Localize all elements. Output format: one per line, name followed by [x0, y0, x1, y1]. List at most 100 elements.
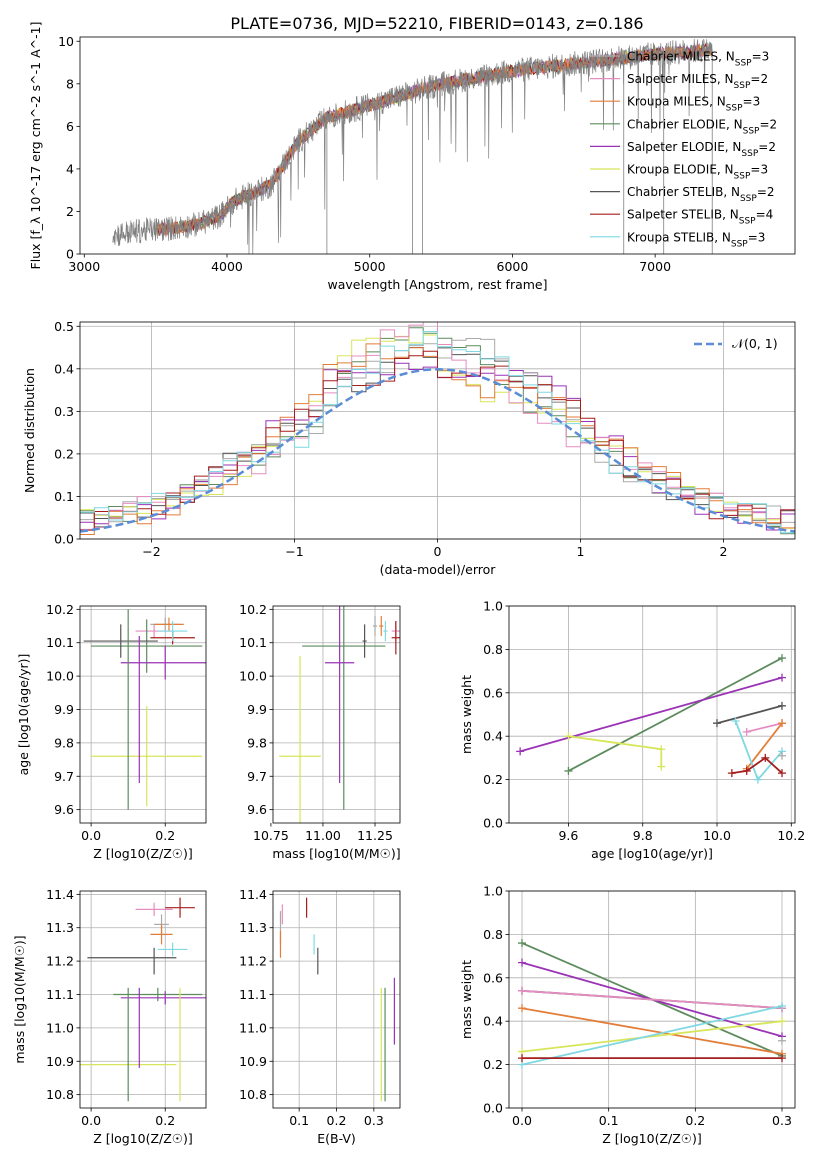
panel-mass_vs_ebv: 0.1 0.2 0.3 10.8 10.9 11.0 11.1 11.2 11.3 11.4 E(B…: [239, 887, 401, 1146]
x-tick-label: 10.75: [253, 828, 289, 843]
legend-nssp-equals: =: [748, 230, 758, 244]
legend-label: Chabrier ELODIE, NSSP=2: [627, 117, 777, 136]
weight-line: [745, 722, 783, 770]
weight-line: [521, 1020, 783, 1053]
y-tick-label: 11.2: [46, 954, 74, 969]
weight-marker: [516, 747, 525, 756]
legend-label: 𝒩(0, 1): [732, 336, 778, 351]
legend-nssp-value: 3: [758, 230, 766, 244]
y-tick-label: 10.9: [239, 1054, 267, 1069]
y-tick-label: 6: [66, 119, 74, 134]
legend-nssp-equals: =: [759, 117, 769, 131]
y-tick-label: 10.0: [239, 669, 267, 684]
y-tick-label: 0: [66, 247, 74, 262]
legend-nssp-value: 2: [760, 72, 768, 86]
x-tick-label: 0.0: [512, 1113, 532, 1128]
y-tick-label: 0.8: [483, 642, 503, 657]
legend-nssp-value: 2: [767, 185, 775, 199]
y-tick-label: 11.3: [46, 920, 74, 935]
plot-area: [112, 38, 713, 254]
weight-marker: [518, 1054, 526, 1063]
x-tick-label: 0.0: [81, 1113, 101, 1128]
x-tick-label: 2: [720, 544, 728, 559]
legend-nssp-equals: =: [757, 185, 767, 199]
weight-marker: [778, 1054, 786, 1063]
plot-area: [83, 609, 206, 810]
y-tick-label: 10.1: [239, 635, 267, 650]
legend-nssp-value: 3: [753, 95, 761, 109]
legend-nssp-value: 4: [766, 208, 774, 222]
legend-nssp-subscript: SSP: [726, 104, 743, 114]
x-tick-label: 0.2: [327, 1113, 347, 1128]
y-axis-label: age [log10(age/yr)]: [16, 654, 31, 776]
weight-line: [716, 704, 783, 725]
panel-mass_vs_Z: 0.0 0.2 10.8 10.9 11.0 11.1 11.2 11.3 11.4 Z [log…: [12, 887, 207, 1146]
legend-nssp-prefix: , N: [714, 230, 731, 244]
legend-model-name: Chabrier STELIB: [627, 185, 723, 199]
x-tick-label: 11.25: [357, 828, 393, 843]
y-tick-label: 0.5: [54, 319, 74, 334]
y-tick-label: 8: [66, 76, 74, 91]
y-tick-label: 11.2: [239, 954, 267, 969]
y-tick-label: 0.4: [54, 361, 74, 376]
x-tick-label: 10.0: [703, 828, 731, 843]
x-tick-label: 0.1: [289, 1113, 309, 1128]
y-tick-label: 9.7: [247, 769, 267, 784]
x-tick-label: 10.2: [777, 828, 805, 843]
weight-marker: [778, 1036, 786, 1045]
x-tick-label: 0.2: [155, 828, 175, 843]
x-tick-label: 1: [577, 544, 585, 559]
weight-line: [521, 989, 783, 1010]
y-tick-label: 0.4: [483, 729, 503, 744]
weight-marker: [727, 769, 736, 778]
y-axis-label: mass weight: [459, 675, 474, 754]
legend-model-name: Chabrier ELODIE: [627, 117, 726, 131]
axes-frame: [79, 890, 207, 1109]
weight-marker: [564, 732, 573, 741]
weight-marker: [518, 1004, 526, 1013]
weight-marker: [713, 719, 721, 728]
x-tick-label: 9.8: [633, 828, 653, 843]
weight-marker: [742, 766, 751, 775]
legend-nssp-subscript: SSP: [739, 217, 756, 227]
gaussian-curve: [80, 368, 795, 533]
y-tick-label: 0.0: [483, 1101, 503, 1116]
plot-area: [516, 654, 786, 784]
y-tick-label: 11.1: [46, 987, 74, 1002]
x-tick-label: 0.3: [364, 1113, 384, 1128]
x-axis-label: wavelength [Angstrom, rest frame]: [327, 277, 547, 292]
legend-nssp-equals: =: [752, 50, 762, 64]
legend-nssp-prefix: , N: [709, 95, 726, 109]
weight-marker: [657, 762, 666, 771]
weight-line: [568, 735, 663, 767]
y-tick-label: 10.0: [46, 669, 74, 684]
legend-label: Chabrier STELIB, NSSP=2: [627, 185, 775, 204]
legend-model-name: Salpeter STELIB: [627, 208, 722, 222]
weight-marker: [778, 673, 786, 682]
axes-frame: [272, 605, 401, 824]
x-tick-label: 0.0: [81, 828, 101, 843]
weight-line: [519, 676, 783, 753]
legend-nssp-prefix: , N: [718, 50, 735, 64]
legend-nssp-equals: =: [756, 208, 766, 222]
legend-label: Kroupa ELODIE, NSSP=3: [627, 163, 768, 182]
observed-spectrum-line: [112, 38, 713, 254]
figure-title: PLATE=0736, MJD=52210, FIBERID=0143, z=0…: [230, 14, 643, 33]
weight-marker: [761, 753, 770, 762]
x-axis-label: (data-model)/error: [380, 562, 497, 577]
y-tick-label: 0.6: [483, 685, 503, 700]
legend-label: Kroupa STELIB, NSSP=3: [627, 230, 765, 249]
weight-marker: [731, 717, 740, 726]
weight-line: [521, 1005, 783, 1066]
x-tick-label: 7000: [639, 259, 671, 274]
y-tick-label: 9.7: [54, 769, 74, 784]
legend-nssp-value: 2: [770, 117, 778, 131]
y-tick-label: 11.4: [46, 887, 74, 902]
legend-model-name: Kroupa ELODIE: [627, 163, 717, 177]
legend: 𝒩(0, 1): [694, 336, 778, 351]
weight-line: [746, 722, 783, 733]
weight-marker: [778, 751, 786, 760]
panel-spectrum: 3000 4000 5000 6000 7000 0 2 4 6 8 10 wavelength [A…: [28, 22, 796, 292]
y-tick-label: 11.0: [46, 1020, 74, 1035]
